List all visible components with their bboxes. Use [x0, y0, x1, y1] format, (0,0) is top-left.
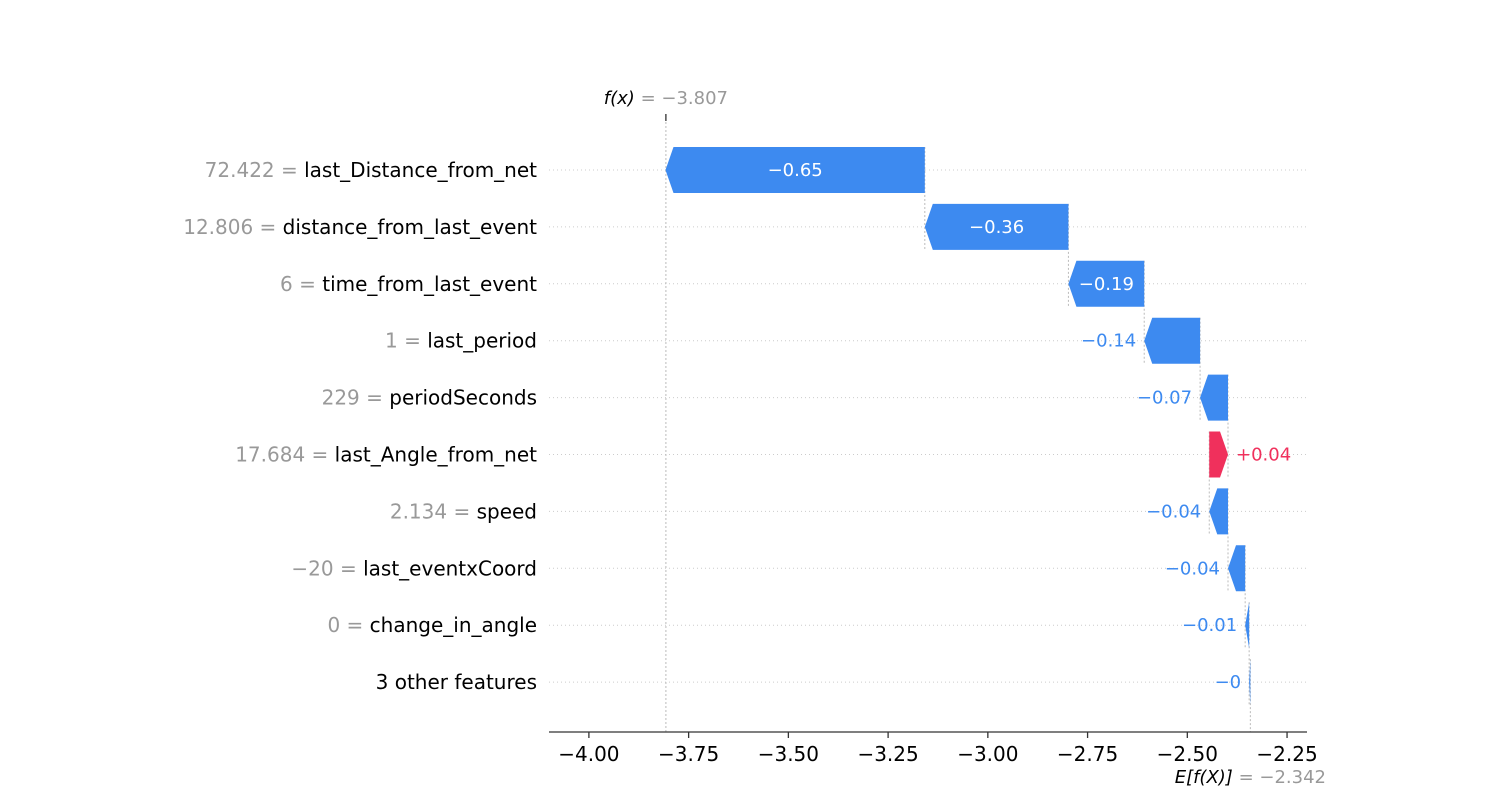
feature-name: time_from_last_event — [322, 272, 537, 296]
feature-label: 12.806 = distance_from_last_event — [183, 215, 537, 239]
fx-name: f(x) — [604, 88, 635, 109]
bar-last_period — [1144, 317, 1201, 364]
bar-speed — [1209, 488, 1229, 535]
x-tick-label: −4.00 — [558, 742, 619, 766]
fx-annotation: f(x) = −3.807 — [604, 88, 728, 121]
feature-label: 1 = last_period — [385, 329, 537, 353]
feature-label: 229 = periodSeconds — [322, 386, 537, 410]
feature-name: change_in_angle — [370, 613, 537, 637]
feature-name: speed — [477, 499, 537, 523]
feature-value: 12.806 = — [183, 215, 282, 239]
feature-label: 2.134 = speed — [390, 499, 537, 523]
feature-value: 6 = — [280, 272, 322, 296]
x-tick-label: −2.75 — [1057, 742, 1118, 766]
bar-value-label: −0.36 — [969, 217, 1024, 238]
bar-value-label: −0.04 — [1146, 501, 1201, 522]
feature-labels: 72.422 = last_Distance_from_net 12.806 = … — [183, 158, 537, 694]
bar-3 other features — [1249, 659, 1251, 706]
feature-value: 2.134 = — [390, 499, 477, 523]
x-axis: −4.00 −3.75 −3.50 −3.25 −3.00 −2.75 −2.50 −2.25 — [549, 731, 1318, 766]
bar-value-label: −0.65 — [768, 160, 823, 181]
bar-value-label: −0.19 — [1079, 274, 1134, 295]
feature-name: last_Angle_from_net — [335, 443, 538, 467]
feature-name: last_period — [427, 329, 537, 353]
bar-value-label: −0.14 — [1081, 331, 1136, 352]
bar-value-label: −0 — [1215, 672, 1242, 693]
feature-label: 0 = change_in_angle — [327, 613, 537, 637]
feature-name: periodSeconds — [389, 386, 537, 410]
feature-label: 17.684 = last_Angle_from_net — [235, 443, 537, 467]
feature-label: 72.422 = last_Distance_from_net — [205, 158, 538, 182]
x-tick-label: −3.75 — [658, 742, 719, 766]
feature-label: 3 other features — [376, 670, 537, 694]
bar-value-label: −0.04 — [1165, 558, 1220, 579]
feature-value: 17.684 = — [235, 443, 334, 467]
bar-value-label: +0.04 — [1236, 445, 1291, 466]
feature-value: 72.422 = — [205, 158, 304, 182]
base-annotation: E[f(X)] = −2.342 — [1175, 767, 1326, 788]
fx-value: = −3.807 — [635, 88, 728, 109]
feature-name: last_Distance_from_net — [304, 158, 537, 182]
bar-distance_from_last_event — [924, 203, 1069, 250]
feature-name: 3 other features — [376, 670, 537, 694]
feature-label: 6 = time_from_last_event — [280, 272, 537, 296]
feature-label: −20 = last_eventxCoord — [291, 556, 537, 580]
bars: −0.65 −0.36 −0.19 −0.14 −0.07 +0.04 −0.04 −0.04… — [665, 147, 1291, 706]
bar-change_in_angle — [1245, 602, 1250, 649]
base-name: E[f(X)] — [1175, 767, 1233, 788]
x-tick-label: −3.00 — [957, 742, 1018, 766]
feature-value: 229 = — [322, 386, 390, 410]
feature-value: 1 = — [385, 329, 427, 353]
bar-value-label: −0.07 — [1137, 388, 1192, 409]
x-tick-label: −2.25 — [1256, 742, 1317, 766]
gridlines — [549, 169, 1307, 683]
x-tick-label: −2.50 — [1157, 742, 1218, 766]
x-tick-label: −3.50 — [758, 742, 819, 766]
feature-name: last_eventxCoord — [363, 556, 537, 580]
feature-value: −20 = — [291, 556, 363, 580]
x-tick-label: −3.25 — [857, 742, 918, 766]
bar-periodSeconds — [1200, 374, 1229, 421]
base-label: E[f(X)] = −2.342 — [1175, 767, 1326, 788]
base-value: = −2.342 — [1233, 767, 1326, 788]
bar-last_Distance_from_net — [665, 147, 925, 193]
bar-last_eventxCoord — [1228, 545, 1246, 592]
feature-name: distance_from_last_event — [283, 215, 537, 239]
feature-value: 0 = — [327, 613, 369, 637]
bar-time_from_last_event — [1068, 260, 1145, 307]
fx-label: f(x) = −3.807 — [604, 88, 728, 109]
bar-last_Angle_from_net — [1209, 431, 1229, 478]
bar-value-label: −0.01 — [1182, 615, 1237, 636]
